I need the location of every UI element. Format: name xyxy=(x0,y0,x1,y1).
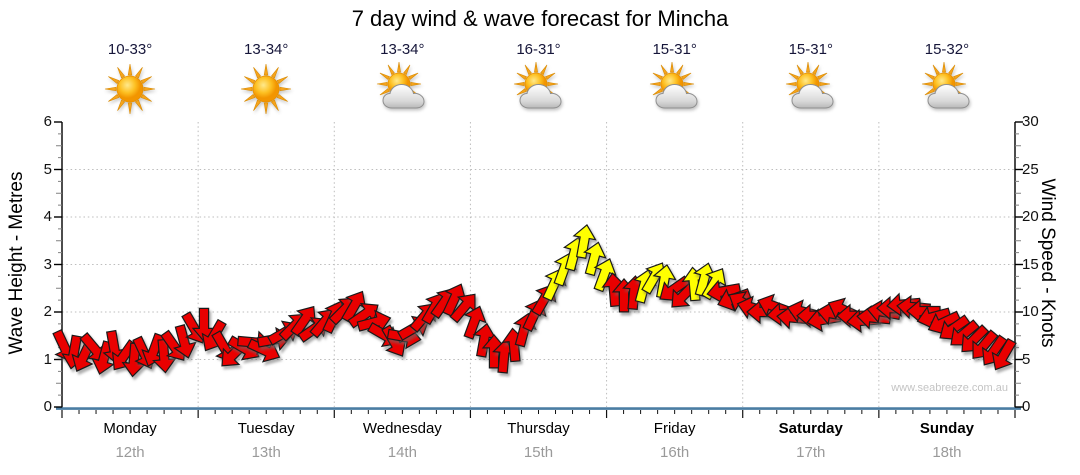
weather-icon-sun xyxy=(236,62,296,118)
temp-label: 16-31° xyxy=(516,41,561,58)
temp-label: 13-34° xyxy=(244,41,289,58)
day-label: Sunday xyxy=(919,420,975,437)
temp-label: 15-31° xyxy=(652,41,697,58)
day-label: Wednesday xyxy=(362,420,442,437)
date-label: 12th xyxy=(115,444,145,461)
temp-label: 13-34° xyxy=(380,41,425,58)
date-label: 15th xyxy=(523,444,554,461)
day-label: Thursday xyxy=(507,420,570,437)
left-tick-label: 5 xyxy=(43,160,52,178)
date-label: 13th xyxy=(251,444,281,461)
weather-icon-sun-cloud xyxy=(645,61,705,118)
weather-icon-sun-cloud xyxy=(372,61,432,118)
weather-icon-sun-cloud xyxy=(781,61,841,118)
right-tick-label: 5 xyxy=(1022,350,1031,368)
left-tick-label: 6 xyxy=(43,113,52,130)
weather-icon-sun xyxy=(100,62,160,118)
left-tick-label: 1 xyxy=(43,350,52,368)
wind-arrow xyxy=(701,267,727,301)
left-tick-label: 2 xyxy=(43,303,52,320)
day-label: Saturday xyxy=(778,420,843,437)
day-label: Monday xyxy=(103,420,157,437)
date-label: 18th xyxy=(932,444,962,461)
temp-label: 10-33° xyxy=(107,41,153,58)
right-tick-label: 20 xyxy=(1022,208,1039,225)
right-tick-label: 0 xyxy=(1022,398,1031,415)
left-tick-label: 4 xyxy=(43,208,52,225)
wind-arrow xyxy=(583,241,607,277)
date-label: 16th xyxy=(660,444,690,461)
right-tick-label: 30 xyxy=(1022,113,1039,130)
left-tick-label: 3 xyxy=(43,255,52,273)
temp-label: 15-32° xyxy=(924,41,970,58)
wind-arrow xyxy=(991,337,1017,371)
wind-arrow xyxy=(152,338,177,374)
wind-arrow xyxy=(173,324,197,359)
weather-icon-sun-cloud xyxy=(509,61,569,118)
right-tick-label: 15 xyxy=(1022,255,1039,273)
wind-arrow xyxy=(463,305,487,340)
date-label: 17th xyxy=(796,444,826,461)
day-label: Friday xyxy=(653,420,696,437)
chart-title: 7 day wind & wave forecast for Mincha xyxy=(351,6,729,31)
temp-label: 15-31° xyxy=(788,41,833,58)
left-tick-label: 0 xyxy=(43,398,52,415)
weather-icon-sun-cloud xyxy=(917,61,977,118)
right-tick-label: 10 xyxy=(1022,303,1039,320)
day-label: Tuesday xyxy=(237,420,295,437)
wind-arrow xyxy=(572,224,597,259)
watermark: www.seabreeze.com.au xyxy=(891,382,1008,394)
date-label: 14th xyxy=(387,444,417,461)
right-tick-label: 25 xyxy=(1022,160,1039,178)
